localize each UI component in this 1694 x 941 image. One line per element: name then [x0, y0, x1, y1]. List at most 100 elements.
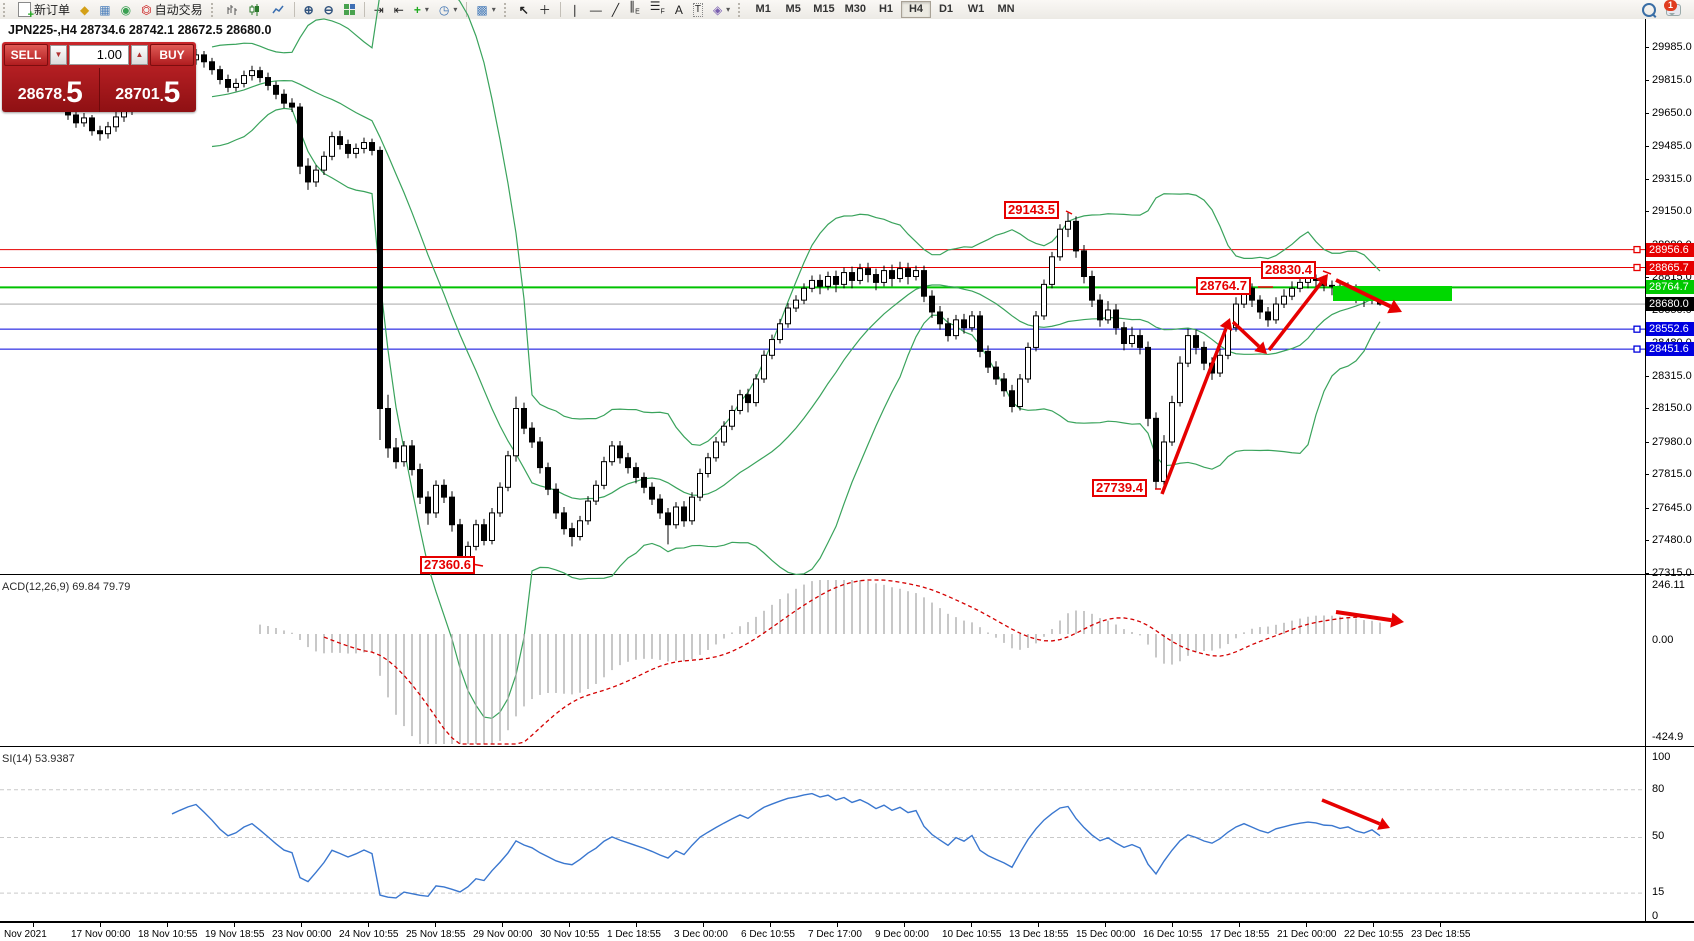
time-axis-label: 3 Dec 00:00	[674, 929, 728, 940]
channel-button[interactable]: ∥E	[624, 0, 645, 19]
timeframe-mn[interactable]: MN	[997, 3, 1015, 15]
price-tick-label: 29985.0	[1652, 41, 1692, 53]
price-tick-label: 29815.0	[1652, 74, 1692, 87]
main-chart-panel[interactable]	[0, 19, 1694, 574]
cursor-icon: ↖	[518, 2, 529, 17]
timeframe-h1[interactable]: H1	[878, 3, 894, 15]
dropdown-arrow-icon: ▾	[491, 5, 496, 14]
time-axis-label: 23 Nov 00:00	[272, 929, 332, 940]
price-tick	[1645, 408, 1649, 410]
time-axis-label: 9 Dec 00:00	[875, 929, 929, 940]
buy-button[interactable]: BUY	[150, 44, 194, 66]
autotrade-button[interactable]: ⏣ 自动交易	[136, 0, 208, 19]
crosshair-button[interactable]: ＋	[534, 0, 556, 19]
timeframe-m15[interactable]: M15	[813, 3, 835, 15]
timeframe-m30[interactable]: M30	[844, 3, 866, 15]
time-axis-tick	[502, 923, 503, 927]
sell-price[interactable]: 28678 . 5	[2, 68, 100, 112]
chart-window-icon: ▦	[99, 2, 111, 17]
zoom-in-button[interactable]: ⊕	[299, 0, 319, 19]
toolbar-grip[interactable]	[210, 2, 218, 17]
timeframe-m1[interactable]: M1	[755, 3, 771, 15]
volume-up-button[interactable]: ▲	[131, 45, 148, 65]
rsi-scale-label: 80	[1652, 783, 1665, 795]
rsi-label: SI(14) 53.9387	[2, 753, 75, 765]
search-button[interactable]	[1637, 0, 1661, 19]
price-annotation-label[interactable]: 28764.7	[1196, 277, 1251, 295]
time-axis-tick	[167, 923, 168, 927]
time-axis-label: 23 Dec 18:55	[1411, 929, 1471, 940]
zoom-out-button[interactable]: ⊖	[319, 0, 339, 19]
timeframe-w1[interactable]: W1	[967, 3, 985, 15]
timeframe-group: M1 M5 M15 M30 H1 H4 D1 W1 MN	[748, 1, 1021, 18]
autotrade-icon: ⏣	[141, 2, 152, 17]
sell-button[interactable]: SELL	[4, 44, 48, 66]
price-tick	[1645, 375, 1649, 377]
toolbar-grip[interactable]	[3, 2, 10, 17]
price-tick	[1645, 178, 1649, 180]
toolbar-separator	[466, 2, 468, 17]
cursor-button[interactable]: ↖	[514, 0, 534, 19]
fibonacci-button[interactable]: ☰F	[645, 0, 670, 19]
price-tick-label: 27480.0	[1652, 534, 1692, 547]
timeframe-d1[interactable]: D1	[938, 3, 954, 15]
volume-down-button[interactable]: ▼	[50, 45, 67, 65]
new-order-button[interactable]: 新订单	[13, 0, 75, 21]
time-axis-tick	[301, 923, 302, 927]
timeframe-m5[interactable]: M5	[785, 3, 801, 15]
time-axis-tick	[1038, 923, 1039, 927]
line-chart-button[interactable]	[267, 0, 290, 19]
market-watch-button[interactable]: ◆	[75, 0, 94, 19]
time-axis-tick	[368, 923, 369, 927]
templates-button[interactable]: ▩ ▾	[471, 0, 500, 19]
chat-button[interactable]: 1	[1661, 0, 1686, 19]
volume-input[interactable]: 1.00	[69, 45, 129, 65]
text-label-button[interactable]: T	[688, 0, 708, 19]
candlestick-button[interactable]	[244, 0, 267, 19]
toolbar-separator	[559, 2, 561, 17]
hline-button[interactable]: ―	[585, 0, 607, 19]
time-axis-tick	[904, 923, 905, 927]
chart-shift-button[interactable]: ⇤	[389, 0, 409, 19]
price-annotation-label[interactable]: 27360.6	[420, 556, 475, 574]
price-annotation-label[interactable]: 29143.5	[1004, 201, 1059, 219]
time-axis[interactable]: Nov 2021 17 Nov 00:00 18 Nov 10:55 19 Nov 1…	[0, 921, 1694, 941]
autotrade-label: 自动交易	[154, 3, 203, 17]
price-tick-label: 29485.0	[1652, 139, 1692, 152]
toolbar-grip[interactable]	[503, 2, 511, 17]
chart-title: JPN225-,H4 28734.6 28742.1 28672.5 28680…	[8, 23, 272, 37]
macd-panel[interactable]	[0, 578, 1694, 746]
zoom-in-icon: ⊕	[303, 2, 314, 17]
rsi-panel[interactable]	[0, 750, 1694, 921]
buy-price-main: 28701	[115, 86, 160, 103]
tile-windows-button[interactable]	[339, 0, 360, 19]
trendline-button[interactable]: ╱	[607, 0, 624, 19]
vline-button[interactable]: ❘	[565, 0, 585, 19]
auto-scroll-button[interactable]: ⇥	[369, 0, 389, 19]
buy-price[interactable]: 28701 . 5	[100, 68, 197, 112]
bar-chart-button[interactable]	[221, 0, 244, 19]
price-tick	[1645, 145, 1649, 147]
time-axis-label: 21 Dec 00:00	[1277, 929, 1337, 940]
new-order-label: 新订单	[34, 3, 71, 17]
toolbar-grip[interactable]	[738, 2, 745, 17]
shapes-button[interactable]: ◈ ▾	[708, 0, 735, 19]
price-annotation-label[interactable]: 28830.4	[1261, 261, 1316, 279]
time-axis-tick	[1306, 923, 1307, 927]
signals-button[interactable]: ◉	[116, 0, 136, 19]
price-level-tag: 28451.6	[1646, 342, 1694, 357]
template-icon: ▩	[476, 2, 488, 17]
charts-window-button[interactable]: ▦	[94, 0, 115, 19]
timeframe-h4[interactable]: H4	[901, 1, 931, 18]
periods-button[interactable]: ◷ ▾	[434, 0, 463, 19]
signal-icon: ◉	[120, 2, 132, 17]
auto-scroll-icon: ⇥	[373, 2, 384, 17]
indicators-button[interactable]: + ▾	[409, 0, 434, 19]
price-level-tag: 28764.7	[1646, 280, 1694, 295]
macd-label: ACD(12,26,9) 69.84 79.79	[2, 581, 131, 593]
buy-price-big: 5	[163, 76, 181, 109]
price-annotation-label[interactable]: 27739.4	[1092, 479, 1147, 497]
price-tick	[1645, 112, 1649, 114]
text-button[interactable]: A	[670, 0, 688, 19]
